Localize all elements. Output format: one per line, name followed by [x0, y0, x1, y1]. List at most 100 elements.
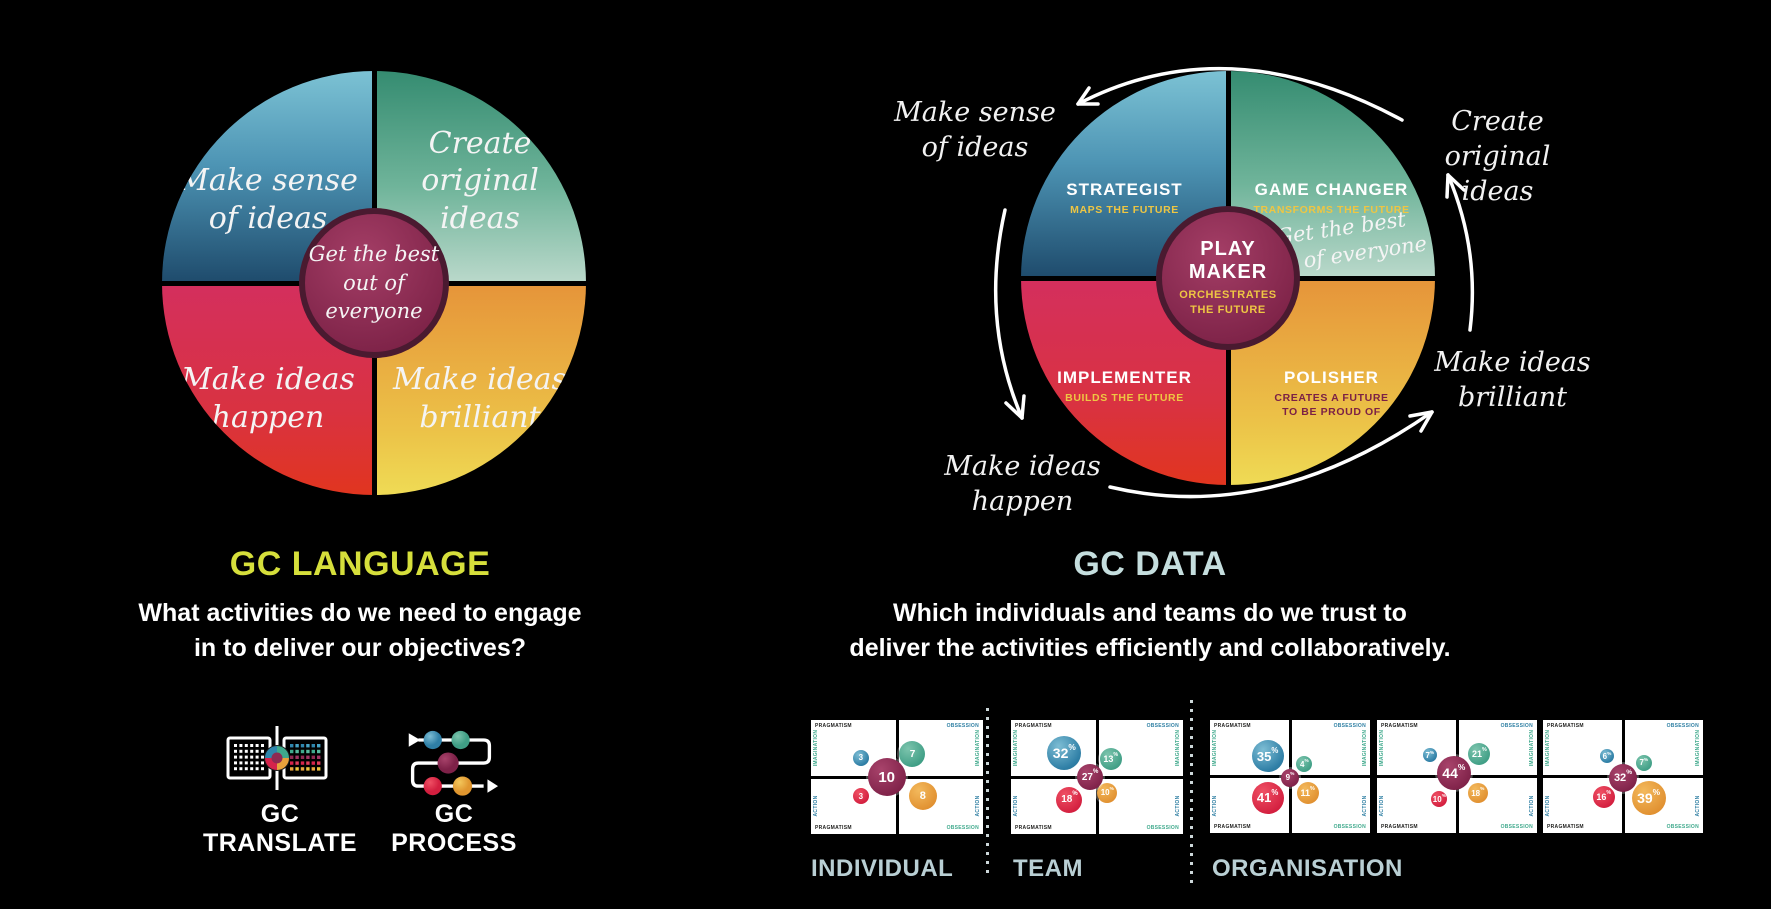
axis-label: OBSESSION	[1146, 825, 1179, 831]
colored-dot-grid	[290, 744, 321, 771]
mini-chart-individual: PRAGMATISM IMAGINATION OBSESSION IMAGINATIO…	[811, 720, 983, 834]
arrow-left-arc	[993, 208, 1024, 420]
gc-translate-label: GC TRANSLATE	[202, 800, 358, 857]
start-arrow	[408, 733, 421, 747]
axis-label: IMAGINATION	[1175, 729, 1181, 767]
arrow-top-arc	[1076, 66, 1404, 122]
axis-label: ACTION	[1362, 795, 1368, 816]
arrow-right-arc	[1446, 173, 1475, 332]
axis-label: OBSESSION	[946, 723, 979, 729]
gc-translate-icon	[226, 726, 328, 790]
axis-label: OBSESSION	[1146, 723, 1179, 729]
hub-label: Get the best out of everyone	[308, 242, 440, 324]
arrowhead-bottom-left	[1004, 394, 1026, 420]
process-step-implementer	[423, 776, 442, 796]
arrowhead-bottom-right	[1408, 410, 1434, 433]
center-hub-playmaker: PLAY MAKER ORCHESTRATES THE FUTURE	[1156, 206, 1300, 350]
process-step-strategist	[423, 730, 442, 750]
group-label-organisation: ORGANISATION	[1212, 855, 1403, 882]
gc-data-wheel: STRATEGIST MAPS THE FUTURE GAME CHANGER …	[1021, 71, 1435, 485]
axis-label: IMAGINATION	[1013, 729, 1019, 767]
bubble-play-maker: 27%	[1077, 764, 1104, 790]
quadrant-cell: PRAGMATISM IMAGINATION	[1543, 720, 1622, 775]
axis-label: ACTION	[1545, 795, 1551, 816]
arrowhead-top-right	[1445, 173, 1466, 199]
process-step-polisher	[452, 776, 473, 796]
axis-label: ACTION	[813, 795, 819, 817]
axis-label: OBSESSION	[1500, 824, 1533, 830]
mini-chart-organisation-1: PRAGMATISM IMAGINATION OBSESSION IMAGINATIO…	[1210, 720, 1370, 833]
axis-label: IMAGINATION	[975, 729, 981, 767]
process-step-play-maker	[437, 752, 459, 774]
arrow-bottom-arc	[1108, 410, 1434, 499]
quadrant-cell: OBSESSION IMAGINATION	[1458, 720, 1537, 775]
axis-label: OBSESSION	[1666, 723, 1699, 729]
bubble-polisher: 39%	[1631, 780, 1666, 815]
axis-label: ACTION	[975, 795, 981, 817]
process-step-game-changer	[451, 730, 470, 750]
bubble-strategist: 6%	[1600, 749, 1614, 764]
role-tagline: BUILDS THE FUTURE	[1065, 392, 1184, 404]
axis-label: IMAGINATION	[813, 729, 819, 767]
role-name: POLISHER	[1284, 368, 1379, 387]
arrowhead-top-left	[1076, 86, 1100, 106]
mini-chart-team: PRAGMATISM IMAGINATION OBSESSION IMAGINATIO…	[1011, 720, 1183, 834]
gc-process-icon	[408, 730, 499, 796]
outer-label-create-original: Create original ideas	[1444, 106, 1551, 208]
role-game-changer: GAME CHANGER TRANSFORMS THE FUTURE	[1228, 71, 1435, 278]
axis-label: IMAGINATION	[1529, 729, 1535, 766]
bubble-game-changer: 4%	[1296, 756, 1313, 773]
gc-language-wheel: Make sense of ideas Create original idea…	[162, 71, 586, 495]
quadrant-cell: PRAGMATISM ACTION	[1011, 778, 1096, 834]
axis-label: PRAGMATISM	[1547, 723, 1584, 729]
center-hub: Get the best out of everyone	[299, 208, 449, 358]
role-name: PLAY MAKER	[1188, 238, 1268, 284]
axis-label: ACTION	[1212, 795, 1218, 816]
axis-label: OBSESSION	[946, 825, 979, 831]
white-dot-grid	[234, 744, 264, 771]
axis-label: PRAGMATISM	[1015, 825, 1052, 831]
group-label-individual: INDIVIDUAL	[811, 855, 954, 882]
axis-label: ACTION	[1175, 795, 1181, 817]
quadrant-label-make-brilliant: Make ideas brilliant	[393, 362, 567, 435]
bubble-game-changer: 13%	[1099, 747, 1122, 770]
end-arrow	[487, 779, 499, 793]
axis-label: IMAGINATION	[1379, 729, 1385, 766]
cycle-arrows	[993, 66, 1475, 499]
axis-label: PRAGMATISM	[1547, 824, 1584, 830]
dotted-divider	[1190, 700, 1193, 885]
bubble-polisher: 10%	[1097, 782, 1118, 803]
role-tagline: CREATES A FUTURE TO BE PROUD OF	[1274, 392, 1389, 418]
bubble-polisher: 11%	[1296, 782, 1319, 805]
bubble-implementer: 16%	[1592, 785, 1615, 808]
outer-label-make-brilliant: Make ideas brilliant	[1434, 347, 1591, 414]
gc-data-title: GC DATA	[1073, 545, 1227, 583]
bubble-implementer: 10%	[1431, 791, 1448, 808]
bubble-play-maker: 44%	[1436, 756, 1471, 791]
axis-label: IMAGINATION	[1695, 729, 1701, 766]
role-tagline: TRANSFORMS THE FUTURE	[1253, 204, 1410, 217]
bubble-polisher: 8	[908, 782, 937, 811]
role-tagline: MAPS THE FUTURE	[1070, 204, 1179, 217]
axis-label: ACTION	[1379, 795, 1385, 816]
bubble-strategist: 3	[852, 749, 869, 766]
axis-label: ACTION	[1529, 795, 1535, 816]
gc-data-question: Which individuals and teams do we trust …	[849, 599, 1451, 662]
axis-label: PRAGMATISM	[1015, 723, 1052, 729]
axis-label: PRAGMATISM	[1381, 723, 1418, 729]
axis-label: OBSESSION	[1333, 723, 1366, 729]
bubble-implementer: 41%	[1251, 781, 1284, 814]
role-name: IMPLEMENTER	[1057, 368, 1192, 387]
quadrant-label-make-happen: Make ideas happen	[181, 362, 355, 435]
bubble-play-maker: 32%	[1609, 763, 1637, 792]
axis-label: PRAGMATISM	[1381, 824, 1418, 830]
bubble-play-maker: 9%	[1281, 768, 1299, 787]
outer-label-make-sense: Make sense of ideas	[894, 97, 1056, 164]
axis-label: OBSESSION	[1666, 824, 1699, 830]
axis-label: PRAGMATISM	[815, 825, 852, 831]
group-label-team: TEAM	[1013, 855, 1083, 882]
role-polisher: POLISHER CREATES A FUTURE TO BE PROUD OF	[1228, 278, 1435, 485]
bubble-game-changer: 7	[899, 741, 926, 768]
axis-label: IMAGINATION	[1545, 729, 1551, 766]
